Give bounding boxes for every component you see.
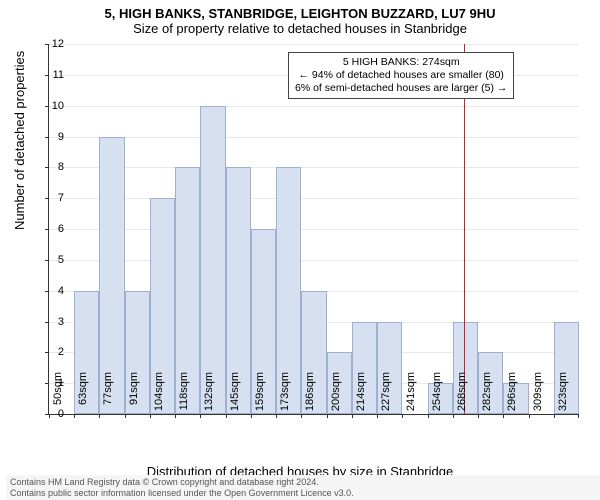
x-tick-mark: [453, 414, 454, 418]
y-tick-label: 7: [44, 192, 64, 204]
x-tick-label: 200sqm: [330, 372, 342, 420]
annotation-box: 5 HIGH BANKS: 274sqm ← 94% of detached h…: [288, 52, 514, 99]
plot-area: [48, 44, 579, 415]
annotation-line1: 5 HIGH BANKS: 274sqm: [295, 56, 507, 69]
x-tick-mark: [554, 414, 555, 418]
x-tick-mark: [200, 414, 201, 418]
x-tick-label: 173sqm: [279, 372, 291, 420]
y-axis-label: Number of detached properties: [12, 51, 27, 230]
y-tick-label: 6: [44, 223, 64, 235]
gridline: [49, 167, 579, 168]
x-tick-mark: [251, 414, 252, 418]
y-tick-label: 9: [44, 131, 64, 143]
annotation-line3: 6% of semi-detached houses are larger (5…: [295, 82, 507, 95]
title-sub: Size of property relative to detached ho…: [0, 21, 600, 40]
x-tick-label: 227sqm: [380, 372, 392, 420]
y-tick-label: 5: [44, 254, 64, 266]
histogram-chart: [48, 44, 578, 414]
x-tick-mark: [327, 414, 328, 418]
y-tick-label: 8: [44, 161, 64, 173]
x-tick-label: 132sqm: [203, 372, 215, 420]
x-tick-mark: [578, 414, 579, 418]
x-tick-mark: [478, 414, 479, 418]
x-tick-label: 241sqm: [405, 372, 417, 420]
x-tick-mark: [99, 414, 100, 418]
x-tick-label: 63sqm: [77, 372, 89, 420]
x-tick-label: 254sqm: [431, 372, 443, 420]
histogram-bar: [200, 106, 225, 414]
x-tick-mark: [74, 414, 75, 418]
x-tick-label: 91sqm: [128, 372, 140, 420]
footer-line2: Contains public sector information licen…: [10, 488, 596, 498]
x-tick-label: 159sqm: [254, 372, 266, 420]
gridline: [49, 44, 579, 45]
footer: Contains HM Land Registry data © Crown c…: [6, 475, 600, 500]
x-tick-mark: [428, 414, 429, 418]
x-tick-label: 309sqm: [532, 372, 544, 420]
y-tick-label: 3: [44, 316, 64, 328]
y-tick-label: 4: [44, 285, 64, 297]
x-tick-label: 77sqm: [102, 372, 114, 420]
x-tick-label: 145sqm: [229, 372, 241, 420]
x-tick-mark: [529, 414, 530, 418]
x-tick-mark: [226, 414, 227, 418]
gridline: [49, 229, 579, 230]
gridline: [49, 198, 579, 199]
x-tick-mark: [377, 414, 378, 418]
x-tick-mark: [503, 414, 504, 418]
y-tick-label: 12: [44, 38, 64, 50]
x-tick-label: 50sqm: [52, 372, 64, 420]
x-tick-mark: [125, 414, 126, 418]
x-tick-mark: [276, 414, 277, 418]
x-tick-mark: [402, 414, 403, 418]
y-tick-label: 11: [44, 69, 64, 81]
x-tick-label: 186sqm: [304, 372, 316, 420]
property-marker-line: [464, 44, 465, 414]
x-tick-mark: [175, 414, 176, 418]
x-tick-label: 104sqm: [153, 372, 165, 420]
footer-line1: Contains HM Land Registry data © Crown c…: [10, 477, 596, 487]
x-tick-mark: [301, 414, 302, 418]
x-tick-mark: [352, 414, 353, 418]
x-tick-label: 296sqm: [506, 372, 518, 420]
gridline: [49, 260, 579, 261]
y-tick-label: 2: [44, 346, 64, 358]
x-tick-label: 282sqm: [481, 372, 493, 420]
gridline: [49, 137, 579, 138]
x-tick-label: 268sqm: [456, 372, 468, 420]
annotation-line2: ← 94% of detached houses are smaller (80…: [295, 69, 507, 82]
x-tick-mark: [150, 414, 151, 418]
y-tick-label: 10: [44, 100, 64, 112]
x-tick-label: 214sqm: [355, 372, 367, 420]
x-tick-label: 118sqm: [178, 372, 190, 420]
title-main: 5, HIGH BANKS, STANBRIDGE, LEIGHTON BUZZ…: [0, 0, 600, 21]
x-tick-label: 323sqm: [557, 372, 569, 420]
gridline: [49, 106, 579, 107]
